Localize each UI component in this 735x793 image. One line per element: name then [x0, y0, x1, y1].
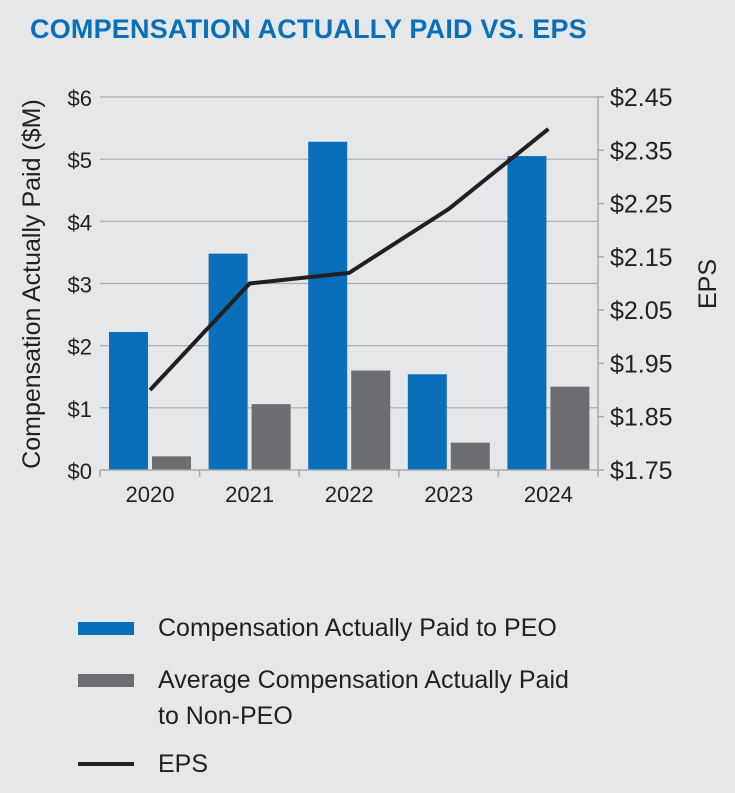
legend-label: EPS — [158, 746, 208, 782]
right-tick-label: $2.45 — [610, 84, 673, 112]
non-peo-bar — [251, 404, 291, 470]
peo-bar — [407, 374, 447, 470]
legend-swatch — [78, 674, 134, 687]
legend-label: Compensation Actually Paid to PEO — [158, 610, 557, 646]
right-tick-label: $2.35 — [610, 137, 673, 165]
right-tick-label: $1.75 — [610, 457, 673, 485]
legend-label: Average Compensation Actually Paid to Non… — [158, 662, 569, 734]
x-tick-label: 2021 — [225, 482, 274, 507]
legend-swatch — [78, 622, 134, 635]
left-tick-label: $0 — [68, 459, 92, 484]
peo-bar — [308, 141, 348, 470]
left-tick-label: $3 — [68, 273, 92, 298]
x-tick-label: 2022 — [325, 482, 374, 507]
right-tick-label: $2.25 — [610, 191, 673, 219]
left-tick-label: $5 — [68, 148, 92, 173]
x-tick-label: 2020 — [126, 482, 175, 507]
non-peo-bar — [351, 370, 391, 470]
x-tick-label: 2024 — [524, 482, 573, 507]
chart-title: COMPENSATION ACTUALLY PAID VS. EPS — [30, 14, 587, 44]
chart-area: Compensation Actually Paid ($M) EPS $0 $1… — [18, 84, 722, 507]
right-tick-label: $2.15 — [610, 244, 673, 272]
left-tick-label: $4 — [68, 210, 92, 235]
legend-label-line: EPS — [158, 750, 209, 778]
legend: Compensation Actually Paid to PEO Average… — [78, 610, 718, 790]
right-tick-label: $2.05 — [610, 297, 673, 325]
right-axis-label: EPS — [694, 259, 722, 309]
peo-bar — [109, 331, 148, 470]
non-peo-bar — [450, 442, 490, 470]
legend-label-line: to Non-PEO — [158, 702, 293, 730]
right-tick-label: $1.85 — [610, 404, 673, 432]
peo-bar — [507, 156, 547, 470]
left-tick-label: $1 — [68, 397, 92, 422]
left-tick-label: $2 — [68, 335, 92, 360]
legend-label-line: Compensation Actually Paid to PEO — [158, 614, 557, 642]
right-tick-label: $1.95 — [610, 350, 673, 378]
left-tick-label: $6 — [68, 86, 92, 111]
peo-bar — [208, 253, 248, 470]
x-tick-label: 2023 — [424, 482, 473, 507]
left-axis-label: Compensation Actually Paid ($M) — [18, 99, 46, 469]
non-peo-bar — [152, 456, 191, 470]
non-peo-bar — [550, 386, 590, 470]
legend-line-swatch — [78, 762, 134, 766]
legend-label-line: Average Compensation Actually Paid — [158, 666, 569, 694]
